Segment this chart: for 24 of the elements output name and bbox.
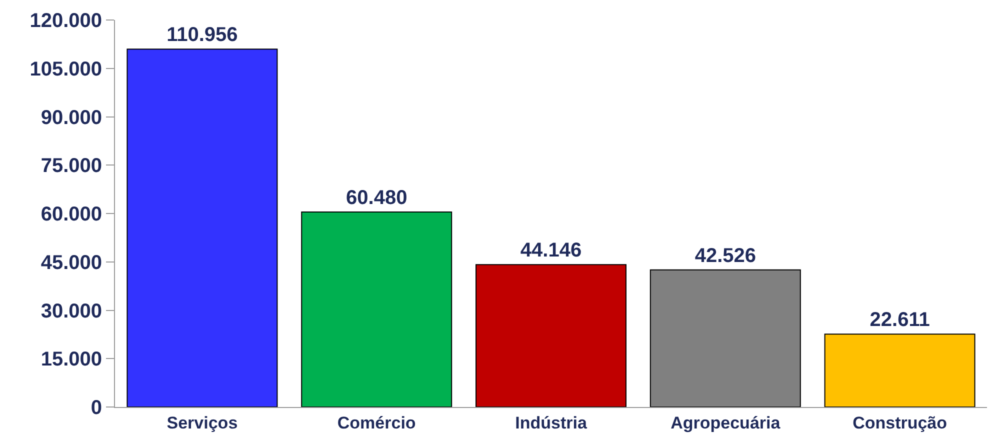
y-tick-label: 105.000	[30, 58, 102, 80]
data-label: 44.146	[520, 240, 582, 262]
bar	[476, 264, 626, 407]
data-label: 110.956	[166, 24, 238, 46]
bar	[301, 211, 452, 407]
data-label: 22.611	[870, 309, 930, 332]
bar	[824, 334, 976, 407]
x-tick-label: Comércio	[337, 413, 416, 432]
data-label: 42.526	[694, 244, 756, 267]
y-tick-label: 75.000	[40, 155, 102, 178]
x-tick-label: Construção	[852, 413, 948, 432]
y-tick-label: 30.000	[40, 300, 102, 322]
x-tick-label: Agropecuária	[670, 413, 781, 432]
x-tick-label: Serviços	[166, 413, 238, 432]
y-tick-label: 15.000	[40, 348, 102, 371]
x-tick-label: Indústria	[515, 413, 588, 432]
y-tick-label: 90.000	[40, 106, 102, 129]
data-label: 60.480	[346, 186, 408, 209]
bar	[126, 48, 278, 407]
y-tick-label: 120.000	[30, 10, 102, 32]
y-tick-label: 60.000	[40, 204, 102, 226]
y-tick-label: 45.000	[40, 252, 102, 274]
y-tick-label: 0	[90, 397, 102, 419]
bar	[650, 269, 801, 407]
